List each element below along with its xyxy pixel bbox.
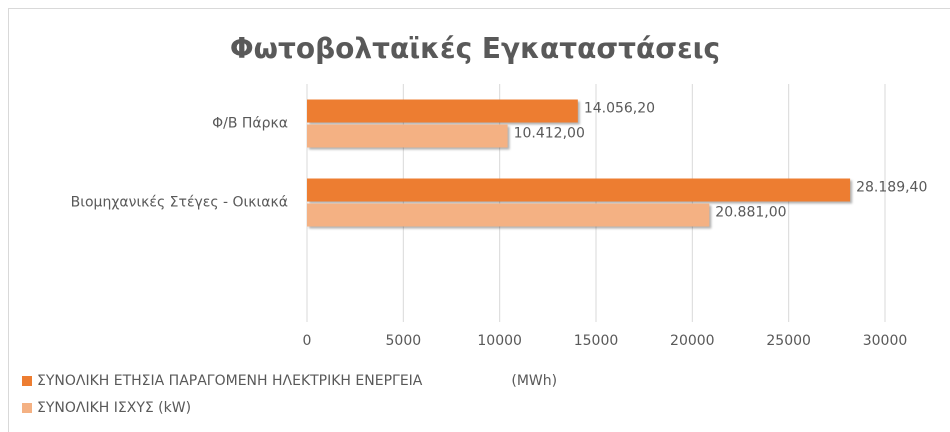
bar (307, 99, 578, 123)
data-label: 14.056,20 (584, 101, 655, 117)
chart-title: Φωτοβολταϊκές Εγκαταστάσεις (230, 32, 720, 65)
data-label: 28.189,40 (856, 180, 927, 196)
x-tick-label: 30000 (863, 333, 908, 349)
bar (307, 124, 508, 148)
x-tick-label: 10000 (477, 333, 522, 349)
x-tick-label: 25000 (766, 333, 811, 349)
x-tick-label: 15000 (574, 333, 619, 349)
legend-label: ΣΥΝΟΛΙΚΗ ΙΣΧΥΣ (kW) (37, 400, 191, 416)
x-tick-label: 0 (303, 333, 312, 349)
data-label: 20.881,00 (715, 205, 786, 221)
bar (307, 203, 710, 227)
data-label: 10.412,00 (514, 126, 585, 142)
legend-swatch (22, 403, 32, 413)
legend-label: ΣΥΝΟΛΙΚΗ ΕΤΗΣΙΑ ΠΑΡΑΓΟΜΕΝΗ ΗΛΕΚΤΡΙΚΗ ΕΝΕ… (37, 373, 557, 389)
x-tick-label: 5000 (386, 333, 422, 349)
legend-swatch (22, 376, 32, 386)
x-tick-label: 20000 (670, 333, 715, 349)
y-tick-label: Φ/Β Πάρκα (212, 116, 288, 132)
bar (307, 178, 851, 202)
y-tick-label: Βιομηχανικές Στέγες - Οικιακά (71, 195, 288, 211)
